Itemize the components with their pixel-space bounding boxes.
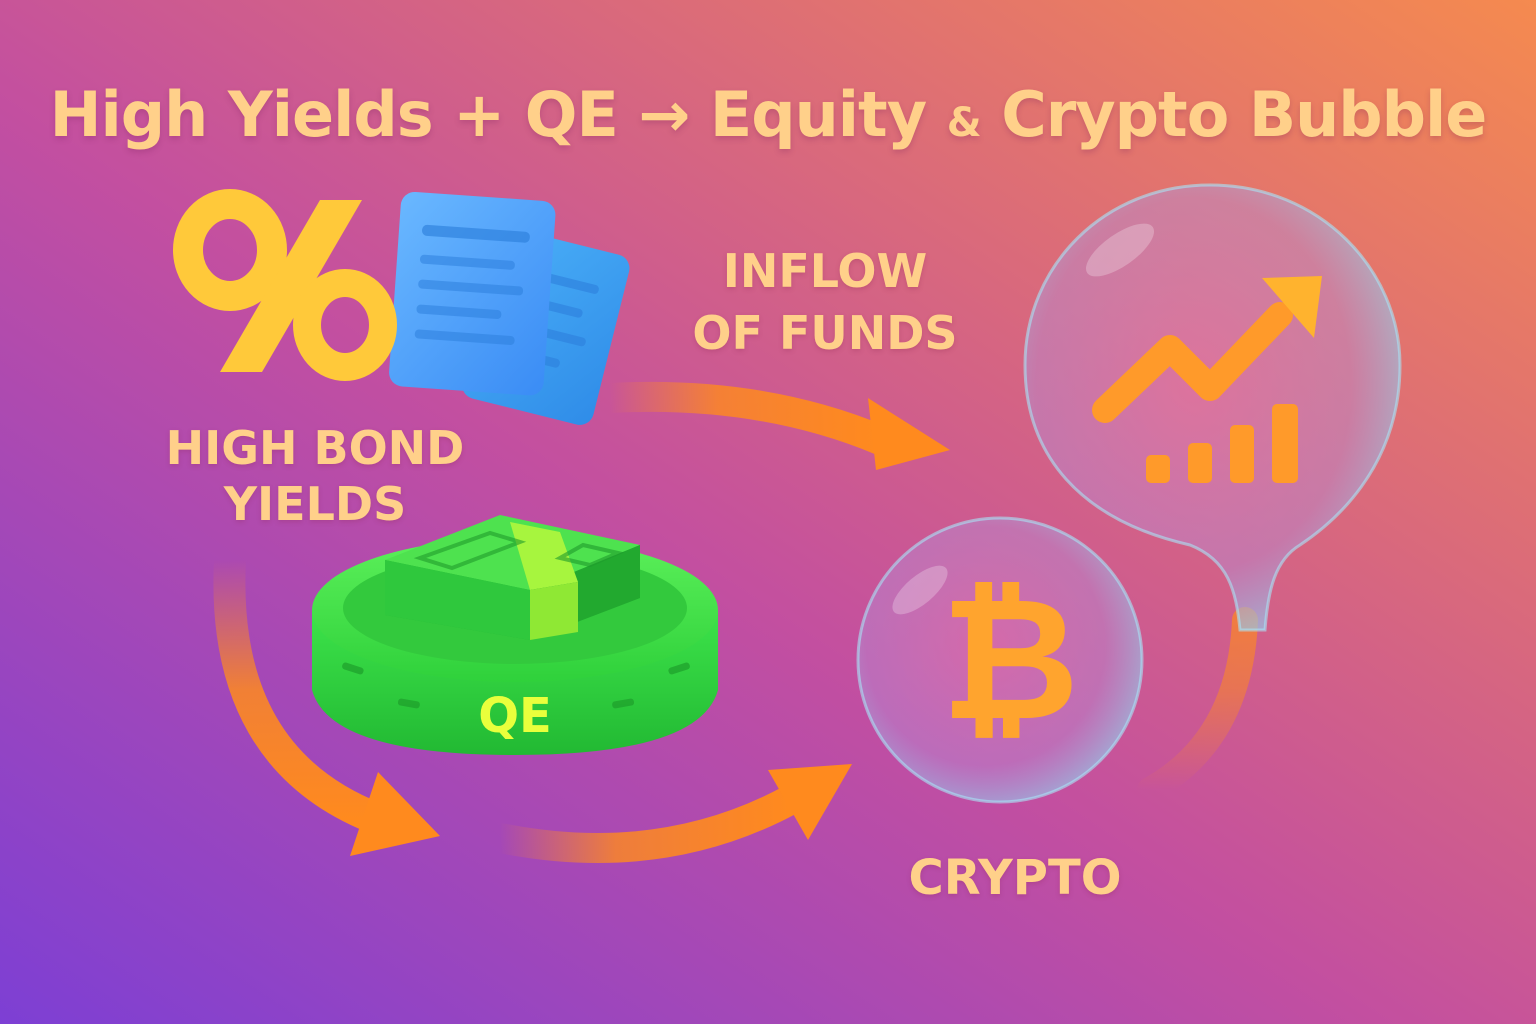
inflow-label-line1: INFLOW — [722, 244, 928, 298]
bond-label-line2: YIELDS — [223, 477, 407, 531]
crypto-to-equity-link — [1137, 607, 1258, 803]
money-stack-icon — [312, 515, 718, 755]
title-part2: Crypto Bubble — [1001, 78, 1487, 151]
diagram-title: High Yields + QE → Equity & Crypto Bubbl… — [0, 78, 1536, 151]
title-ampersand: & — [946, 100, 982, 146]
yields-to-qe-arrow — [213, 544, 440, 856]
inflow-of-funds-label: INFLOW OF FUNDS — [660, 240, 990, 364]
trend-up-arrow-icon — [1092, 276, 1322, 423]
crypto-bubble — [856, 516, 1144, 804]
title-part1: High Yields + QE → Equity — [49, 78, 927, 151]
qe-to-crypto-arrow — [485, 764, 852, 863]
bond-label-line1: HIGH BOND — [165, 421, 465, 475]
qe-label: QE — [478, 688, 552, 744]
percent-icon — [173, 189, 397, 381]
crypto-label: CRYPTO — [908, 850, 1122, 906]
bond-documents-icon — [389, 191, 630, 425]
inflow-label-line2: OF FUNDS — [692, 306, 958, 360]
bitcoin-icon: ₿ — [941, 561, 1080, 759]
high-bond-yields-label: HIGH BOND YIELDS — [130, 420, 500, 532]
bar-chart-icon — [1146, 404, 1298, 483]
inflow-arrow — [595, 381, 950, 470]
